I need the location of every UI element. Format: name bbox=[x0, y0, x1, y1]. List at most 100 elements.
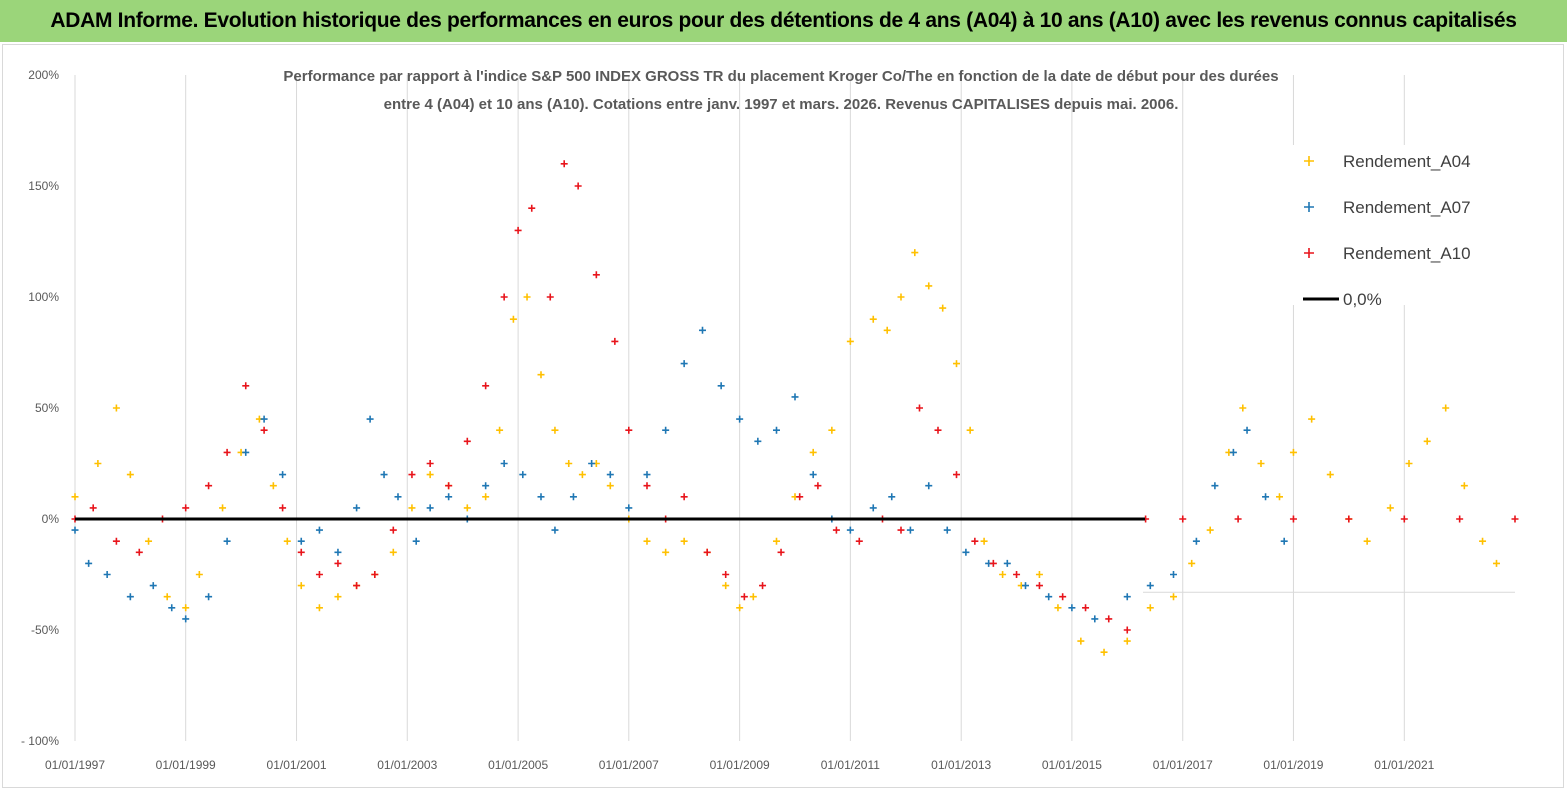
data-point bbox=[578, 471, 586, 479]
x-tick-label: 01/01/2007 bbox=[599, 758, 659, 772]
data-point bbox=[1170, 571, 1177, 578]
data-point bbox=[565, 460, 573, 467]
data-point bbox=[592, 271, 600, 279]
data-point bbox=[71, 526, 79, 534]
data-point bbox=[394, 493, 402, 501]
data-point bbox=[791, 393, 799, 401]
data-point bbox=[85, 559, 93, 567]
data-point bbox=[551, 426, 559, 434]
data-point bbox=[242, 448, 250, 456]
x-tick-label: 01/01/2001 bbox=[267, 758, 327, 772]
data-point bbox=[371, 571, 379, 578]
data-point bbox=[883, 326, 891, 334]
data-point bbox=[1045, 593, 1053, 601]
legend-label: Rendement_A10 bbox=[1343, 244, 1471, 263]
data-point bbox=[1146, 582, 1154, 590]
data-point bbox=[223, 537, 231, 545]
data-point bbox=[463, 437, 471, 445]
data-point bbox=[389, 526, 397, 534]
data-point bbox=[1105, 615, 1113, 623]
data-point bbox=[796, 493, 804, 501]
data-point bbox=[89, 504, 97, 512]
data-point bbox=[698, 326, 706, 334]
data-point bbox=[911, 249, 919, 257]
data-point bbox=[279, 471, 287, 479]
data-point bbox=[182, 604, 190, 612]
data-point bbox=[1179, 515, 1187, 523]
data-point bbox=[662, 426, 670, 434]
data-point bbox=[219, 504, 227, 512]
data-point bbox=[1229, 448, 1237, 456]
data-point bbox=[334, 559, 342, 567]
data-point bbox=[754, 437, 762, 445]
data-point bbox=[869, 504, 877, 512]
data-point bbox=[426, 460, 434, 467]
data-point bbox=[611, 337, 619, 345]
chart-title-line-2: entre 4 (A04) et 10 ans (A10). Cotations… bbox=[384, 96, 1179, 113]
data-point bbox=[315, 526, 323, 534]
data-point bbox=[846, 337, 854, 345]
data-point bbox=[223, 448, 231, 456]
data-point bbox=[103, 571, 111, 578]
data-point bbox=[482, 382, 490, 390]
data-point bbox=[625, 426, 633, 434]
data-point bbox=[426, 471, 434, 479]
x-tick-label: 01/01/2017 bbox=[1153, 758, 1213, 772]
data-point bbox=[1289, 515, 1297, 523]
data-point bbox=[749, 593, 757, 601]
data-point bbox=[297, 582, 305, 590]
data-point bbox=[1326, 471, 1334, 479]
data-point bbox=[953, 471, 960, 479]
data-point bbox=[736, 604, 744, 612]
legend-marker bbox=[1304, 202, 1314, 212]
data-point bbox=[94, 460, 102, 467]
data-point bbox=[574, 182, 582, 190]
series-rendement-a07 bbox=[71, 326, 1288, 623]
data-point bbox=[205, 593, 213, 601]
data-point bbox=[773, 426, 780, 434]
y-tick-label: -50% bbox=[31, 623, 59, 637]
data-point bbox=[740, 593, 748, 601]
data-point bbox=[1456, 515, 1464, 523]
banner: ADAM Informe. Evolution historique des p… bbox=[0, 0, 1567, 44]
data-point bbox=[380, 471, 388, 479]
data-point bbox=[934, 426, 942, 434]
x-tick-label: 01/01/1997 bbox=[45, 758, 105, 772]
data-point bbox=[680, 493, 688, 501]
data-point bbox=[426, 504, 434, 512]
x-tick-label: 01/01/1999 bbox=[156, 758, 216, 772]
data-point bbox=[925, 282, 933, 290]
data-point bbox=[71, 493, 79, 501]
data-point bbox=[260, 415, 268, 423]
y-tick-label: 150% bbox=[28, 179, 59, 193]
data-point bbox=[182, 504, 190, 512]
data-point bbox=[1345, 515, 1353, 523]
data-point bbox=[205, 482, 213, 490]
data-point bbox=[855, 537, 863, 545]
data-point bbox=[112, 404, 120, 412]
series-rendement-a10 bbox=[71, 160, 1519, 634]
data-point bbox=[759, 582, 767, 590]
data-point bbox=[643, 482, 651, 490]
data-point bbox=[1243, 426, 1251, 434]
data-point bbox=[1035, 571, 1043, 578]
data-point bbox=[145, 537, 153, 545]
data-point bbox=[1054, 604, 1062, 612]
data-point bbox=[828, 426, 836, 434]
data-point bbox=[588, 460, 596, 467]
data-point bbox=[1234, 515, 1242, 523]
data-point bbox=[1289, 448, 1297, 456]
data-point bbox=[643, 471, 651, 479]
data-point bbox=[297, 537, 305, 545]
data-point bbox=[809, 448, 817, 456]
legend-label: Rendement_A07 bbox=[1343, 198, 1471, 217]
data-point bbox=[149, 582, 157, 590]
data-point bbox=[269, 482, 277, 490]
data-point bbox=[606, 471, 614, 479]
data-point bbox=[1460, 482, 1468, 490]
data-point bbox=[1479, 537, 1487, 545]
x-tick-label: 01/01/2011 bbox=[821, 758, 880, 772]
data-point bbox=[1123, 593, 1131, 601]
x-tick-label: 01/01/2019 bbox=[1263, 758, 1323, 772]
data-point bbox=[662, 548, 670, 556]
